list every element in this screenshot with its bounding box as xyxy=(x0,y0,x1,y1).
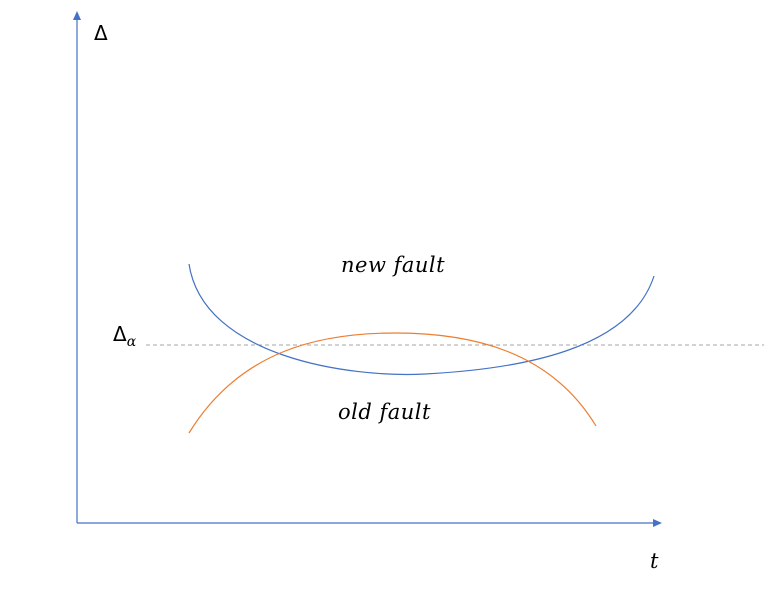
threshold-subscript: α xyxy=(126,334,137,350)
new-fault-curve xyxy=(188,263,655,376)
y-axis-label: Δ xyxy=(94,21,108,45)
threshold-symbol: Δ xyxy=(113,322,127,346)
new-fault-label: new fault xyxy=(341,253,446,277)
old-fault-label: old fault xyxy=(338,400,431,424)
x-axis-label: t xyxy=(650,549,659,573)
threshold-label: Δα xyxy=(113,324,136,349)
old-fault-curve xyxy=(188,332,597,434)
